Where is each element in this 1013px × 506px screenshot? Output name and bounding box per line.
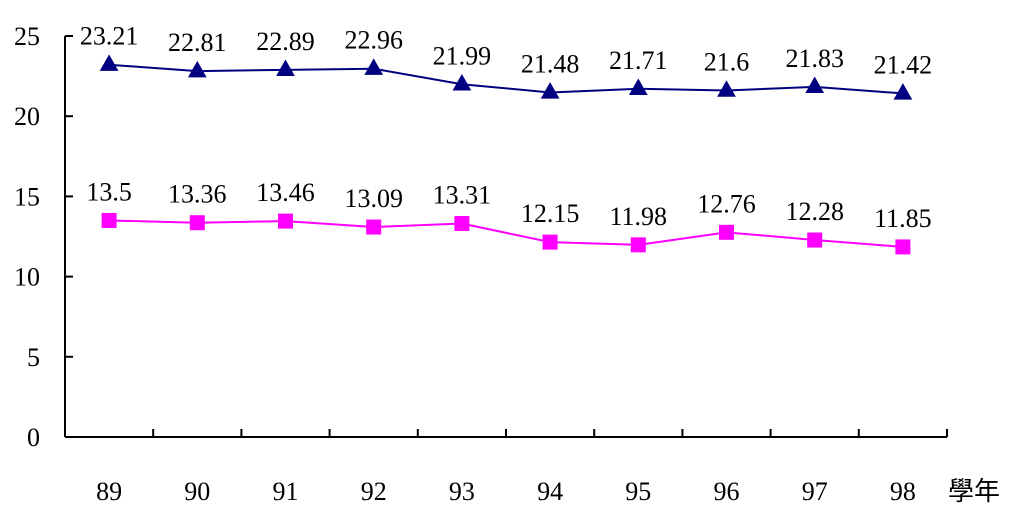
data-label: 13.31: [433, 181, 492, 210]
y-tick-label: 5: [27, 343, 40, 372]
data-label: 21.99: [433, 41, 492, 70]
data-point-square: [895, 239, 911, 255]
data-label: 12.28: [785, 197, 844, 226]
data-label: 21.42: [874, 50, 933, 79]
y-tick-label: 20: [14, 102, 40, 131]
x-tick-label: 95: [625, 477, 651, 506]
data-label: 23.21: [80, 22, 139, 51]
y-tick-label: 25: [14, 22, 40, 51]
data-point-square: [630, 237, 646, 253]
data-label: 12.76: [697, 189, 756, 218]
data-point-triangle: [187, 60, 207, 78]
x-axis-unit-label: 學年: [948, 477, 1000, 506]
data-label: 11.85: [874, 204, 932, 233]
data-point-square: [189, 215, 205, 231]
x-tick-label: 90: [184, 477, 210, 506]
data-point-triangle: [893, 83, 913, 100]
data-label: 22.96: [344, 26, 403, 55]
y-tick-label: 15: [14, 182, 40, 211]
y-ticks: 0 5 10 15 20 25: [14, 22, 73, 452]
x-tick-label: 89: [96, 477, 122, 506]
data-point-square: [278, 213, 293, 229]
data-point-square: [454, 216, 470, 232]
data-label: 21.6: [704, 48, 750, 77]
data-point-square: [542, 234, 558, 250]
data-point-triangle: [452, 73, 472, 91]
x-ticks: 89 90 91 92 93 94 95 96 97 98: [96, 429, 948, 506]
data-label: 13.5: [86, 177, 132, 206]
data-label: 21.71: [609, 46, 668, 75]
series-1: 23.21 22.81 22.89 22.96 21.99 21.48 21.71 21.6 2…: [80, 22, 933, 100]
x-tick-label: 94: [537, 477, 563, 506]
x-tick-label: 98: [890, 477, 916, 506]
data-label: 13.36: [168, 180, 227, 209]
data-label: 13.46: [256, 178, 315, 207]
data-point-triangle: [628, 78, 648, 95]
x-tick-label: 97: [802, 477, 828, 506]
y-tick-label: 10: [14, 263, 40, 292]
y-tick-label: 0: [27, 423, 40, 452]
data-point-triangle: [99, 54, 119, 71]
data-label: 12.15: [521, 199, 580, 228]
data-point-triangle: [805, 76, 825, 94]
data-label: 21.83: [785, 44, 844, 73]
data-label: 11.98: [610, 202, 668, 231]
x-tick-label: 92: [361, 477, 387, 506]
data-label: 21.48: [521, 49, 580, 78]
data-point-square: [719, 224, 734, 240]
data-point-square: [101, 212, 117, 228]
x-tick-label: 96: [714, 477, 740, 506]
data-point-triangle: [717, 80, 736, 97]
data-point-triangle: [276, 59, 295, 77]
data-point-square: [366, 219, 382, 235]
data-point-triangle: [364, 58, 384, 75]
data-label: 13.09: [344, 184, 403, 213]
data-point-triangle: [540, 82, 560, 99]
x-tick-label: 93: [449, 477, 475, 506]
data-label: 22.89: [256, 27, 315, 56]
series-2: 13.5 13.36 13.46 13.09 13.31 12.15 11.98 12.76 1…: [86, 177, 932, 255]
series-line: [109, 63, 903, 95]
series-layer: 23.21 22.81 22.89 22.96 21.99 21.48 21.71 21.6 2…: [80, 22, 933, 255]
series-line: [109, 219, 903, 248]
data-point-square: [807, 232, 823, 248]
data-label: 22.81: [168, 28, 227, 57]
x-tick-label: 91: [273, 477, 299, 506]
